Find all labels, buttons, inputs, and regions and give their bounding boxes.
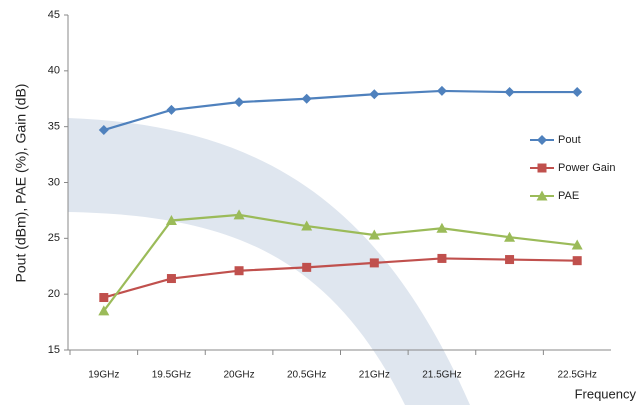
- y-axis-label: Pout (dBm), PAE (%), Gain (dB): [13, 84, 29, 283]
- data-point: [98, 125, 109, 136]
- data-point: [368, 229, 380, 240]
- y-tick-label: 20: [48, 288, 60, 300]
- data-point: [99, 293, 109, 303]
- legend-marker: [537, 135, 547, 145]
- data-point: [571, 239, 583, 250]
- data-point: [98, 305, 110, 316]
- data-point: [436, 222, 448, 233]
- legend-marker: [536, 190, 548, 201]
- y-tick-label: 40: [48, 65, 60, 77]
- x-tick-label: 19GHz: [88, 370, 119, 381]
- data-point: [436, 85, 447, 96]
- data-point: [165, 214, 177, 225]
- data-point: [301, 93, 312, 104]
- data-point: [572, 87, 583, 98]
- y-tick-label: 35: [48, 121, 60, 133]
- data-point: [369, 258, 379, 268]
- data-point: [504, 87, 515, 98]
- background-swoosh: [68, 118, 470, 405]
- data-point: [369, 89, 380, 100]
- series-line: [103, 89, 578, 132]
- legend-label: PAE: [558, 190, 579, 202]
- data-point: [166, 104, 177, 115]
- data-point: [505, 255, 515, 265]
- x-tick-label: 22GHz: [494, 370, 525, 381]
- x-tick-label: 20.5GHz: [287, 370, 326, 381]
- data-point: [233, 209, 245, 220]
- data-point: [301, 220, 313, 231]
- data-point: [302, 262, 312, 272]
- x-tick-label: 20GHz: [224, 370, 255, 381]
- x-tick-label: 21GHz: [359, 370, 390, 381]
- y-tick-label: 25: [48, 232, 60, 244]
- legend-marker: [537, 163, 547, 173]
- x-tick-label: 21.5GHz: [422, 370, 461, 381]
- series-line: [103, 257, 578, 299]
- y-tick-label: 15: [48, 344, 60, 356]
- y-tick-label: 30: [48, 176, 60, 188]
- x-axis-label: Frequency: [575, 386, 637, 401]
- y-tick-label: 45: [48, 9, 60, 21]
- x-tick-label: 19.5GHz: [152, 370, 191, 381]
- x-tick-label: 22.5GHz: [557, 370, 596, 381]
- data-point: [234, 266, 244, 276]
- data-point: [234, 97, 245, 108]
- data-point: [572, 256, 582, 266]
- data-point: [504, 231, 516, 242]
- legend-label: Power Gain: [558, 162, 615, 174]
- legend-label: Pout: [558, 134, 581, 146]
- data-point: [166, 274, 176, 284]
- data-point: [437, 253, 447, 263]
- series-line: [102, 213, 578, 312]
